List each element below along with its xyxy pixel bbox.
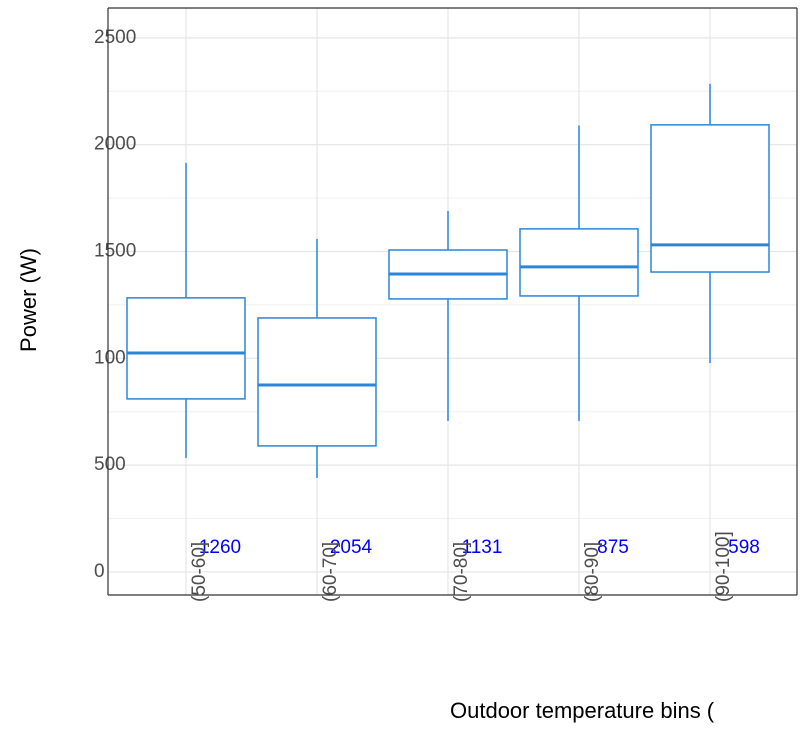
x-tick-label: (70-80]	[451, 542, 472, 602]
box	[126, 297, 246, 400]
x-axis-title: Outdoor temperature bins (	[450, 698, 715, 723]
x-tick-label: (50-60]	[189, 542, 210, 602]
x-tick-label: (90-100]	[713, 531, 734, 602]
y-tick-label: 500	[94, 454, 126, 475]
count-label: 1260	[199, 537, 241, 558]
count-label: 1131	[462, 537, 503, 558]
count-label: 598	[728, 537, 760, 558]
y-tick-label: 2500	[94, 27, 136, 48]
y-axis-title: Power (W)	[16, 248, 41, 352]
y-tick-label: 0	[94, 561, 105, 582]
box	[257, 317, 377, 447]
box	[650, 124, 770, 273]
x-tick-label: (80-90]	[582, 542, 603, 602]
y-tick-label: 2000	[94, 134, 136, 155]
count-label: 875	[597, 537, 629, 558]
y-tick-label: 1500	[94, 241, 136, 262]
count-label: 2054	[330, 537, 373, 558]
box	[519, 228, 639, 297]
y-tick-label: 1000	[94, 347, 136, 368]
x-tick-label: (60-70]	[320, 542, 341, 602]
